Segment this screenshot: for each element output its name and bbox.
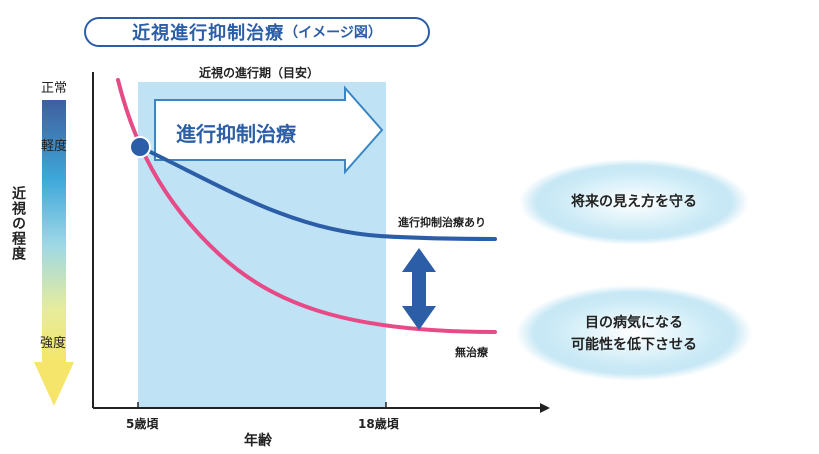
outcome-bad-line2: 可能性を低下させる: [571, 337, 697, 353]
severity-gradient-bar: [42, 100, 66, 362]
severity-scale: [34, 100, 74, 406]
untreated-curve-label: 無治療: [455, 346, 488, 359]
x-tick-label-end: 18歳頃: [358, 417, 399, 431]
severity-mild-label: 軽度: [41, 139, 68, 154]
outcome-good-text: 将来の見え方を守る: [571, 194, 697, 210]
outcome-bad-line1: 目の病気になる: [585, 315, 683, 331]
page-title: 近視進行抑制治療 （イメージ図）: [84, 17, 430, 47]
x-tick-label-start: 5歳頃: [126, 417, 159, 431]
difference-double-arrow: [402, 248, 436, 330]
x-axis-label: 年齢: [244, 433, 272, 449]
outcome-glow-bad: [516, 285, 752, 381]
severity-severe-label: 強度: [40, 336, 67, 351]
title-main: 近視進行抑制治療: [132, 23, 285, 44]
treatment-arrow-label: 進行抑制治療: [176, 122, 296, 146]
treated-curve: [138, 145, 497, 241]
severity-arrow-tip: [34, 362, 74, 406]
start-point: [129, 136, 151, 158]
severity-normal-label: 正常: [41, 81, 68, 96]
period-label: 近視の進行期（目安）: [199, 66, 320, 80]
outcome-bad-text: 目の病気になる 可能性を低下させる: [540, 312, 728, 356]
treatment-arrow-shape: [154, 85, 384, 175]
title-sub: （イメージ図）: [284, 25, 382, 41]
x-axis-arrowhead: [540, 403, 550, 413]
y-axis-label: 近視の程度: [10, 186, 26, 261]
outcome-glow-good: [519, 159, 749, 245]
treated-curve-label: 進行抑制治療あり: [398, 216, 486, 229]
